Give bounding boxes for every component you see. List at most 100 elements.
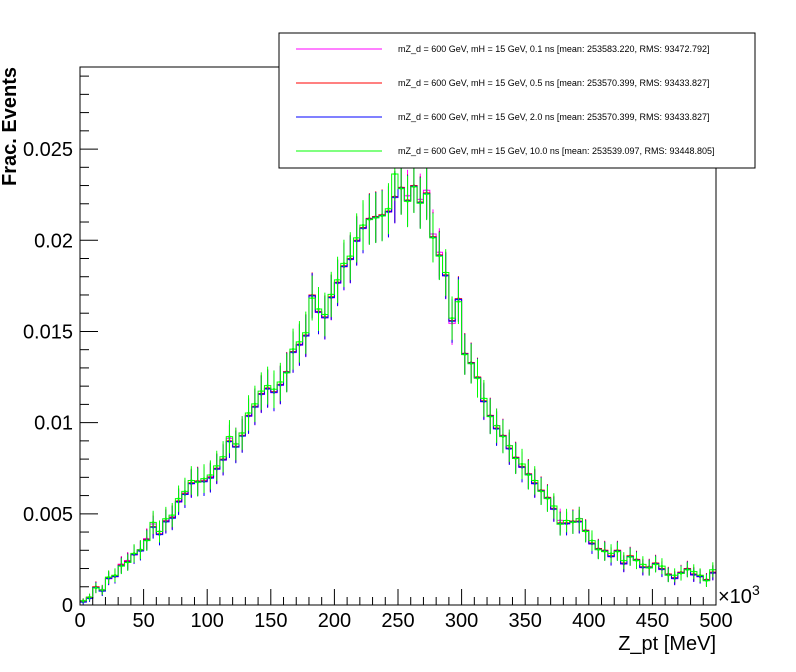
data-point	[692, 570, 695, 573]
data-point	[540, 490, 543, 493]
data-point	[648, 566, 651, 569]
x-axis-title: Z_pt [MeV]	[618, 633, 716, 655]
data-point	[489, 415, 492, 418]
data-point	[686, 568, 689, 571]
data-point	[304, 331, 307, 334]
legend-label: mZ_d = 600 GeV, mH = 15 GeV, 2.0 ns [mea…	[398, 112, 710, 122]
data-point	[444, 271, 447, 274]
legend-label: mZ_d = 600 GeV, mH = 15 GeV, 0.1 ns [mea…	[398, 44, 710, 54]
data-point	[552, 504, 555, 507]
data-point	[355, 236, 358, 239]
data-point	[622, 559, 625, 562]
x-tick-label: 350	[509, 610, 542, 632]
x-multiplier-label: ×103	[718, 582, 760, 608]
data-point	[171, 514, 174, 517]
x-multiplier-exponent: 3	[752, 582, 760, 598]
data-point	[113, 574, 116, 577]
data-point	[190, 479, 193, 482]
data-point	[527, 473, 530, 476]
data-point	[228, 435, 231, 438]
data-point	[584, 530, 587, 533]
data-point	[266, 384, 269, 387]
data-point	[400, 187, 403, 190]
data-point	[571, 521, 574, 524]
x-tick-label: 500	[699, 610, 732, 632]
data-point	[425, 193, 428, 196]
x-multiplier-base: ×10	[718, 586, 752, 608]
x-axis-ticks	[79, 589, 717, 605]
y-tick-label: 0.01	[34, 413, 73, 435]
x-tick-label: 400	[572, 610, 605, 632]
data-point	[711, 568, 714, 571]
data-point	[82, 599, 85, 602]
data-point	[272, 388, 275, 391]
data-point	[349, 255, 352, 258]
data-point	[368, 218, 371, 221]
data-point	[470, 362, 473, 365]
data-point	[482, 397, 485, 400]
data-point	[565, 519, 568, 522]
x-tick-label: 200	[318, 610, 351, 632]
data-point	[629, 556, 632, 559]
data-point	[457, 300, 460, 303]
data-point	[374, 216, 377, 219]
x-tick-label: 450	[636, 610, 669, 632]
x-tick-label: 0	[74, 610, 85, 632]
data-point	[603, 550, 606, 553]
data-point	[616, 550, 619, 553]
x-tick-label: 100	[191, 610, 224, 632]
data-point	[260, 390, 263, 393]
data-point	[451, 317, 454, 320]
data-point	[336, 278, 339, 281]
data-point	[292, 348, 295, 351]
y-tick-label: 0.02	[34, 230, 73, 252]
data-point	[209, 473, 212, 476]
data-point	[501, 435, 504, 438]
data-point	[88, 596, 91, 599]
data-point	[330, 293, 333, 296]
data-point	[419, 202, 422, 205]
y-axis-ticks	[80, 75, 98, 606]
data-point	[139, 548, 142, 551]
data-point	[183, 490, 186, 493]
legend-box	[278, 32, 756, 169]
data-point	[164, 517, 167, 520]
legend-label: mZ_d = 600 GeV, mH = 15 GeV, 10.0 ns [me…	[398, 146, 715, 156]
x-axis-tick-labels: 0 50 100 150 200 250 300 350 400 450 500	[74, 610, 732, 632]
y-axis-tick-labels: 0 0.005 0.01 0.015 0.02 0.025	[23, 139, 73, 617]
data-point	[298, 340, 301, 343]
data-point	[126, 561, 129, 564]
data-point	[393, 173, 396, 176]
y-axis-title: Frac. Events	[0, 67, 21, 186]
y-tick-label: 0.025	[23, 139, 73, 161]
data-point	[590, 539, 593, 542]
data-point	[241, 432, 244, 435]
data-point	[673, 574, 676, 577]
data-point	[285, 371, 288, 374]
data-point	[145, 539, 148, 542]
y-tick-label: 0.015	[23, 321, 73, 343]
series-layer	[79, 147, 716, 605]
data-point	[546, 497, 549, 500]
x-tick-label: 150	[254, 610, 287, 632]
data-point	[203, 477, 206, 480]
data-point	[101, 588, 104, 591]
data-point	[311, 297, 314, 300]
data-point	[521, 463, 524, 466]
data-point	[660, 565, 663, 568]
data-point	[253, 402, 256, 405]
data-point	[317, 308, 320, 311]
legend-entries: mZ_d = 600 GeV, mH = 15 GeV, 0.1 ns [mea…	[296, 44, 715, 156]
data-point	[476, 377, 479, 380]
data-point	[133, 552, 136, 555]
series-4	[79, 147, 716, 605]
data-point	[597, 548, 600, 551]
data-point	[107, 576, 110, 579]
data-point	[158, 530, 161, 533]
data-point	[431, 236, 434, 239]
data-point	[215, 464, 218, 467]
y-tick-label: 0	[62, 595, 73, 617]
data-point	[514, 457, 517, 460]
legend-label: mZ_d = 600 GeV, mH = 15 GeV, 0.5 ns [mea…	[398, 78, 710, 88]
